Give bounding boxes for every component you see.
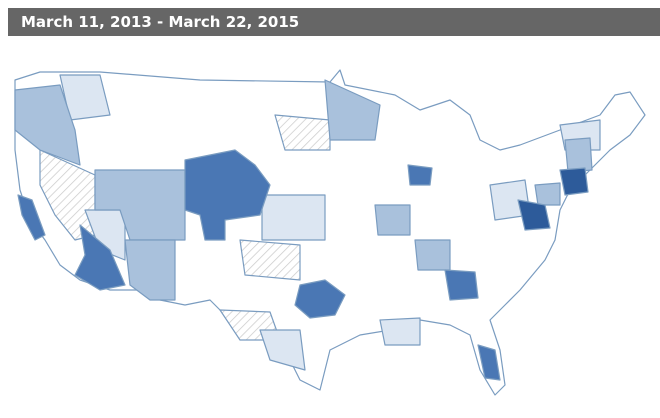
region xyxy=(259,329,306,371)
region xyxy=(564,137,593,173)
region xyxy=(517,199,551,231)
region xyxy=(239,239,301,281)
region xyxy=(14,84,81,166)
region xyxy=(17,194,46,241)
region xyxy=(414,239,451,271)
region xyxy=(294,279,346,319)
region xyxy=(559,167,589,196)
region xyxy=(407,164,433,186)
region xyxy=(324,79,381,141)
region xyxy=(374,204,411,236)
region xyxy=(274,114,331,151)
region xyxy=(261,194,326,241)
region xyxy=(124,239,176,301)
region xyxy=(379,317,421,346)
us-map xyxy=(14,69,646,396)
region xyxy=(477,344,501,381)
region xyxy=(184,149,271,241)
date-range-header: March 11, 2013 - March 22, 2015 xyxy=(8,8,660,36)
region xyxy=(74,224,126,291)
region xyxy=(534,182,561,206)
region xyxy=(444,269,479,301)
